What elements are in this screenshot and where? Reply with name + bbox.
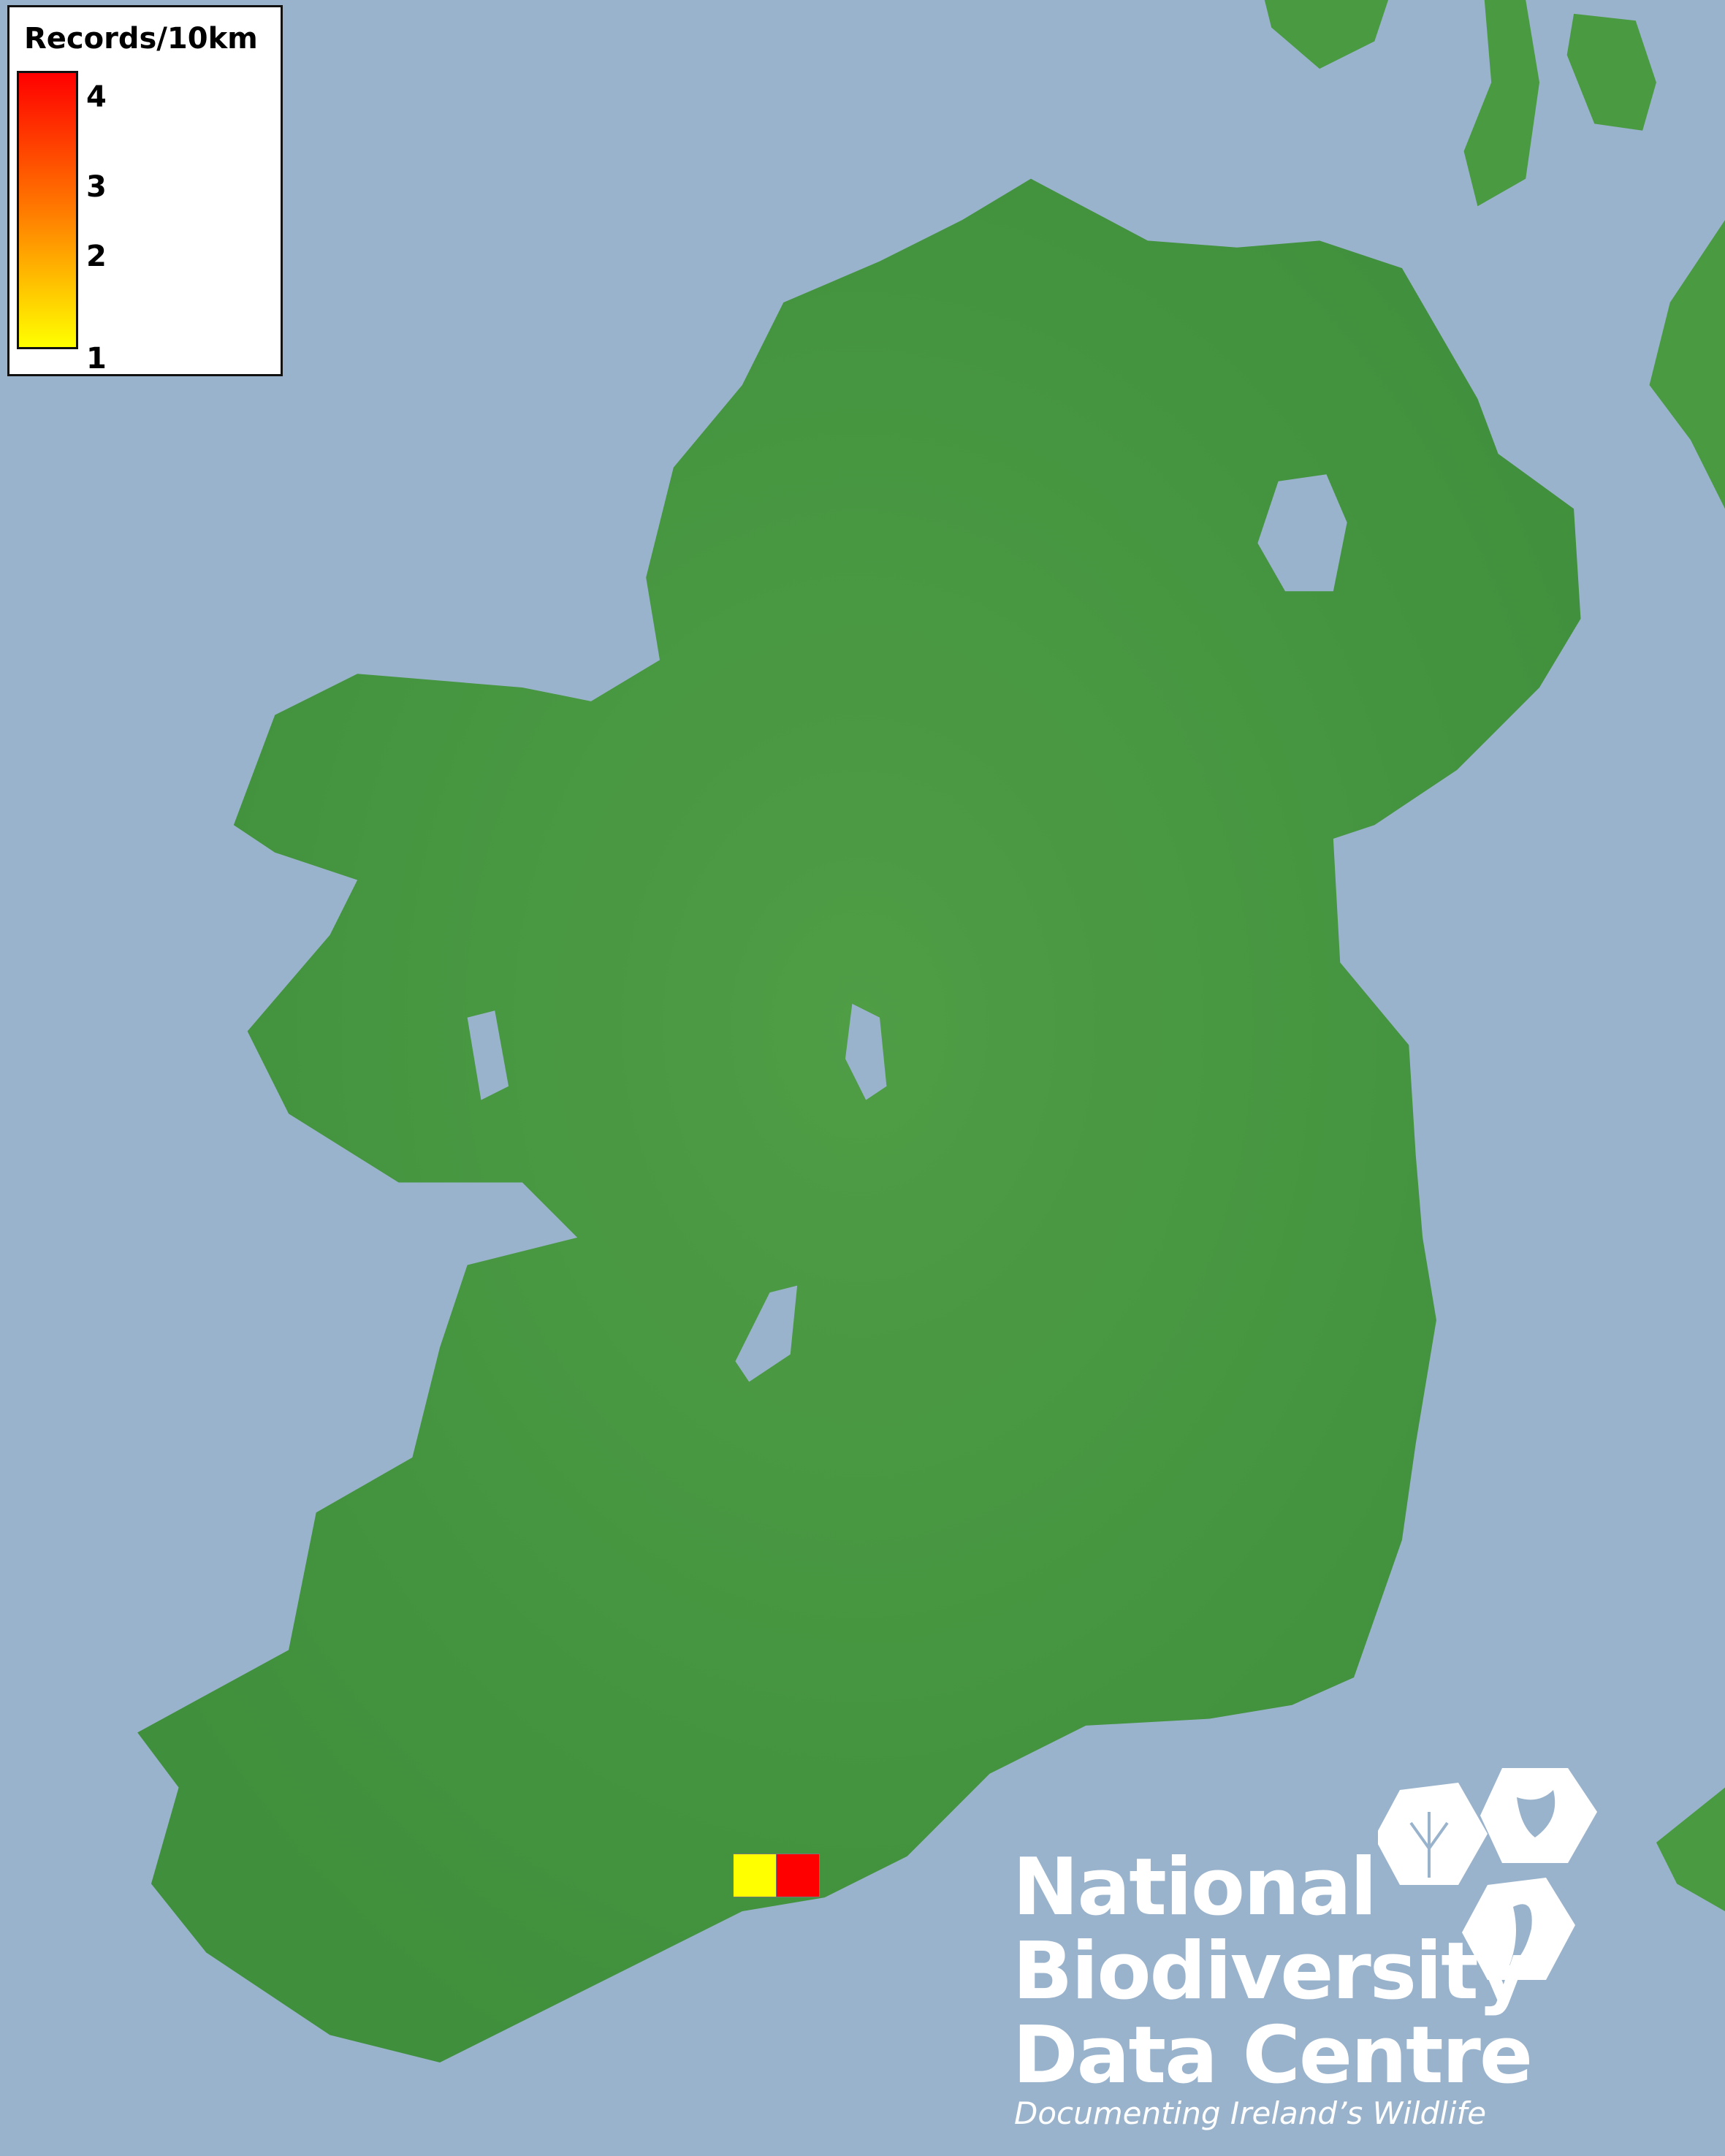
legend-color-bar <box>17 71 78 349</box>
scotland-landmass <box>1264 0 1389 69</box>
lough-neagh <box>1257 474 1347 592</box>
logo-tagline: Documenting Ireland’s Wildlife <box>1014 2095 1487 2131</box>
lough-corrib <box>467 1010 509 1100</box>
ireland-landmass <box>137 178 1581 2063</box>
lough-ree <box>845 1003 887 1100</box>
logo-line-national: National <box>1013 1842 1377 1933</box>
scotland-coast <box>1649 220 1725 509</box>
scotland-island <box>1566 13 1656 131</box>
logo-line-biodiversity: Biodiversity <box>1013 1926 1528 2017</box>
legend-title: Records/10km <box>24 22 258 56</box>
legend: Records/10km 4 3 2 1 <box>7 5 283 376</box>
legend-tick-2: 2 <box>86 240 107 273</box>
legend-tick-1: 1 <box>86 342 107 376</box>
lough-derg <box>735 1285 798 1382</box>
logo-hexagons-icon <box>1378 1768 1597 1980</box>
scotland-island <box>1463 0 1540 207</box>
record-square-4[interactable] <box>776 1854 820 1897</box>
logo-line-data-centre: Data Centre <box>1013 2010 1533 2101</box>
legend-tick-4: 4 <box>86 80 107 114</box>
wales-coast <box>1656 1787 1725 1912</box>
legend-tick-3: 3 <box>86 170 107 204</box>
record-square-1[interactable] <box>733 1854 777 1897</box>
